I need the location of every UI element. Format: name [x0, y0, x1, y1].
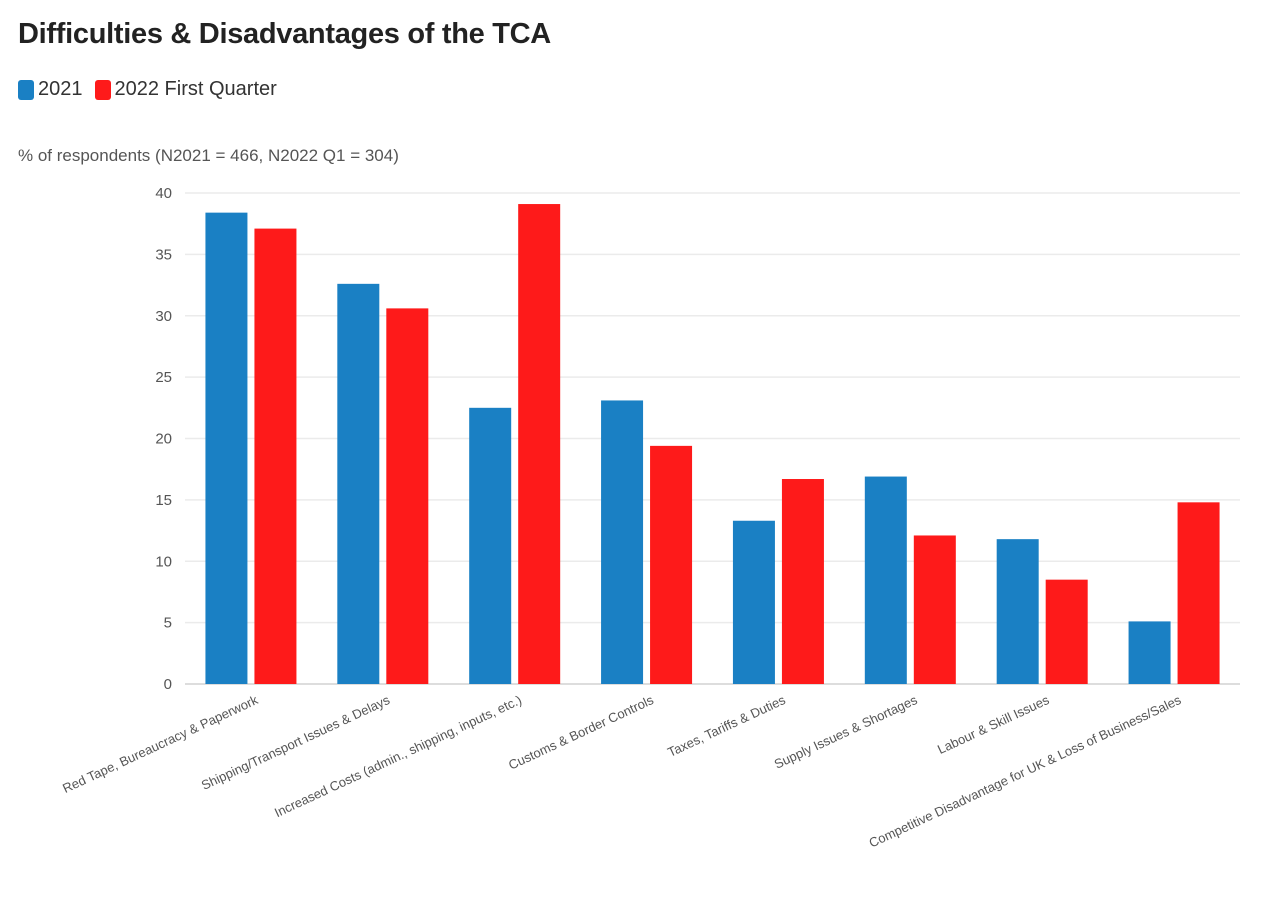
- legend-swatch-2022-q1: [94, 79, 111, 100]
- bar-2021[interactable]: [996, 539, 1039, 684]
- bar-2021[interactable]: [469, 407, 512, 684]
- bar-2022-q1[interactable]: [386, 308, 429, 684]
- y-tick-label: 20: [155, 431, 172, 448]
- bar-2022-q1[interactable]: [1177, 502, 1220, 684]
- bar-2022-q1[interactable]: [913, 535, 956, 684]
- bar-2021[interactable]: [864, 476, 907, 684]
- bar-2022-q1[interactable]: [781, 479, 824, 684]
- x-tick-label: Labour & Skill Issues: [935, 692, 1052, 757]
- legend-swatch-2021: [18, 79, 34, 100]
- x-tick-label: Taxes, Tariffs & Duties: [665, 692, 788, 760]
- y-tick-label: 0: [164, 676, 172, 693]
- legend: 2021 2022 First Quarter: [18, 78, 289, 101]
- bar-2021[interactable]: [1128, 621, 1171, 684]
- x-tick-label: Supply Issues & Shortages: [772, 692, 920, 772]
- x-axis-labels: Red Tape, Bureaucracy & PaperworkShippin…: [60, 692, 1184, 851]
- legend-item-2021[interactable]: 2021: [18, 78, 83, 101]
- y-tick-label: 15: [155, 492, 172, 509]
- bar-2022-q1[interactable]: [650, 445, 693, 684]
- y-tick-label: 25: [155, 369, 172, 386]
- bar-2022-q1[interactable]: [518, 204, 561, 685]
- y-tick-label: 40: [155, 185, 172, 202]
- bar-2021[interactable]: [205, 212, 248, 684]
- bar-2022-q1[interactable]: [1045, 579, 1088, 684]
- y-tick-label: 5: [164, 615, 172, 632]
- bar-2021[interactable]: [337, 283, 380, 684]
- y-tick-label: 30: [155, 308, 172, 325]
- chart-title: Difficulties & Disadvantages of the TCA: [18, 18, 551, 50]
- y-axis-ticks: 0 5 10 15 20 25 30 35 40: [155, 185, 172, 693]
- legend-label-2021: 2021: [38, 78, 83, 100]
- x-tick-label: Customs & Border Controls: [506, 692, 656, 773]
- bars: [205, 204, 1220, 685]
- legend-label-2022-q1: 2022 First Quarter: [114, 78, 277, 100]
- y-tick-label: 10: [155, 553, 172, 570]
- bar-2021[interactable]: [732, 520, 775, 684]
- y-axis-label: % of respondents (N2021 = 466, N2022 Q1 …: [18, 146, 399, 165]
- bar-2022-q1[interactable]: [254, 228, 297, 684]
- y-tick-label: 35: [155, 246, 172, 263]
- legend-item-2022-q1[interactable]: 2022 First Quarter: [94, 78, 277, 101]
- x-tick-label: Increased Costs (admin., shipping, input…: [272, 692, 524, 820]
- bar-2021[interactable]: [601, 400, 644, 684]
